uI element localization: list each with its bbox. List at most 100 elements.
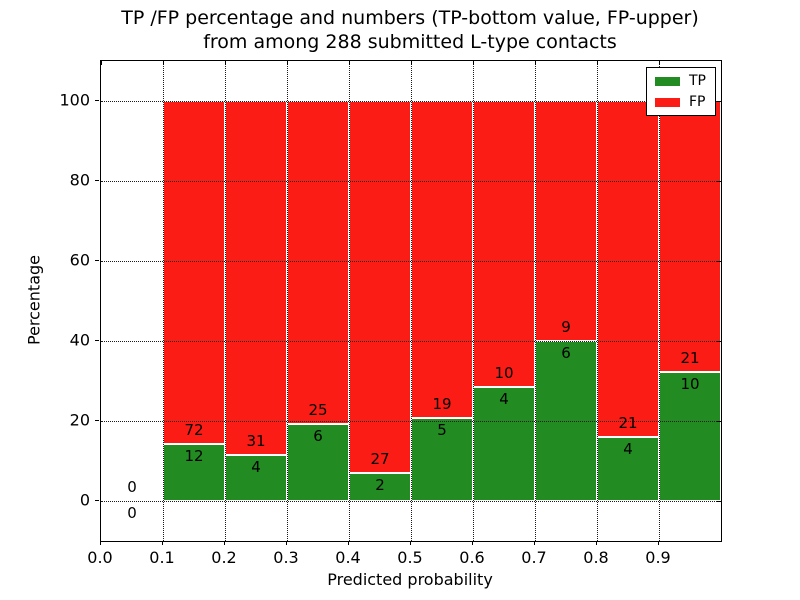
- bars-layer: [101, 61, 721, 541]
- v-gridline: [473, 61, 474, 541]
- x-tick-mark: [348, 541, 349, 545]
- legend-tp-swatch: [655, 76, 680, 86]
- legend-entry-fp: FP: [655, 95, 706, 109]
- x-tick-mark: [472, 541, 473, 545]
- y-tick-mark: [95, 260, 99, 261]
- tp-bar-segment: [473, 386, 535, 501]
- top-tick-mark: [473, 61, 474, 65]
- fp-count-label: 25: [308, 400, 328, 419]
- x-tick-label: 0.6: [459, 548, 485, 567]
- x-tick-mark: [410, 541, 411, 545]
- fp-bar-segment: [473, 101, 535, 387]
- x-tick-label: 0.0: [87, 548, 113, 567]
- legend-entry-tp: TP: [655, 74, 706, 88]
- tp-bar-segment: [659, 371, 721, 501]
- fp-bar-segment: [411, 101, 473, 418]
- y-tick-label: 20: [69, 410, 90, 430]
- grid-layer: [101, 61, 721, 541]
- y-tick-mark: [95, 340, 99, 341]
- x-tick-mark: [162, 541, 163, 545]
- fp-bar-segment: [163, 101, 225, 444]
- top-tick-mark: [411, 61, 412, 65]
- v-gridline: [163, 61, 164, 541]
- top-tick-mark: [225, 61, 226, 65]
- x-tick-mark: [100, 541, 101, 545]
- chart-title: TP /FP percentage and numbers (TP-bottom…: [100, 6, 720, 54]
- tp-count-label: 6: [561, 344, 571, 362]
- top-tick-mark: [659, 61, 660, 65]
- x-tick-label: 0.8: [583, 548, 609, 567]
- x-tick-label: 0.1: [149, 548, 175, 567]
- y-tick-label: 60: [69, 250, 90, 270]
- x-tick-mark: [286, 541, 287, 545]
- tp-count-label: 5: [437, 420, 447, 439]
- v-gridline: [411, 61, 412, 541]
- right-tick-mark: [717, 181, 721, 182]
- legend-tp-label: TP: [689, 73, 706, 89]
- fp-count-label: 21: [680, 348, 700, 367]
- fp-count-label: 27: [370, 450, 390, 469]
- fp-bar-segment: [225, 101, 287, 456]
- y-tick-label: 0: [79, 490, 90, 510]
- fp-bar-segment: [349, 101, 411, 474]
- x-tick-label: 0.3: [273, 548, 299, 567]
- tp-count-label: 10: [680, 374, 700, 393]
- fp-count-label: 21: [618, 414, 638, 432]
- v-gridline: [659, 61, 660, 541]
- top-tick-mark: [535, 61, 536, 65]
- bar-annotations-layer: 0 0 72 12 31 4 25 6 27 2 19 5 10 4 9 6 21 4 21 10: [101, 61, 721, 541]
- v-gridline: [597, 61, 598, 541]
- fp-bar-segment: [287, 101, 349, 424]
- x-axis-label: Predicted probability: [327, 570, 493, 589]
- tp-count-label: 0: [127, 504, 137, 522]
- v-gridline: [349, 61, 350, 541]
- right-tick-mark: [717, 341, 721, 342]
- top-tick-mark: [597, 61, 598, 65]
- top-tick-mark: [287, 61, 288, 65]
- x-tick-label: 0.4: [335, 548, 361, 567]
- top-tick-mark: [349, 61, 350, 65]
- y-tick-label: 40: [69, 330, 90, 350]
- fp-count-label: 10: [494, 363, 514, 382]
- fp-count-label: 72: [184, 420, 204, 439]
- tp-count-label: 12: [184, 446, 204, 465]
- y-tick-mark: [95, 420, 99, 421]
- fp-count-label: 19: [432, 394, 452, 413]
- y-tick-label: 100: [59, 90, 90, 110]
- tp-bar-segment: [163, 443, 225, 501]
- x-tick-label: 0.7: [521, 548, 547, 567]
- right-tick-mark: [717, 101, 721, 102]
- v-gridline: [535, 61, 536, 541]
- fp-count-label: 31: [246, 432, 266, 451]
- legend: TP FP: [646, 67, 716, 116]
- plot-area: 0 0 72 12 31 4 25 6 27 2 19 5 10 4 9 6 21 4 21 10 TP FP: [100, 60, 722, 542]
- x-tick-label: 0.5: [397, 548, 423, 567]
- fp-count-label: 9: [561, 318, 571, 336]
- x-tick-label: 0.2: [211, 548, 237, 567]
- v-gridline: [225, 61, 226, 541]
- legend-fp-swatch: [655, 97, 680, 107]
- fp-count-label: 0: [127, 478, 137, 496]
- top-tick-mark: [101, 61, 102, 65]
- chart-title-line1: TP /FP percentage and numbers (TP-bottom…: [121, 7, 699, 29]
- y-axis-label: Percentage: [24, 254, 44, 346]
- tp-count-label: 4: [623, 440, 633, 458]
- x-tick-label: 0.9: [645, 548, 671, 567]
- right-tick-mark: [717, 501, 721, 502]
- legend-fp-label: FP: [689, 94, 706, 110]
- inner-ticks-layer: [101, 61, 721, 541]
- right-tick-mark: [717, 421, 721, 422]
- right-tick-mark: [717, 261, 721, 262]
- tp-count-label: 2: [375, 476, 385, 495]
- tp-count-label: 4: [499, 389, 509, 408]
- x-tick-mark: [596, 541, 597, 545]
- top-tick-mark: [163, 61, 164, 65]
- tp-count-label: 6: [313, 426, 323, 445]
- x-tick-mark: [534, 541, 535, 545]
- chart-title-line2: from among 288 submitted L-type contacts: [203, 31, 617, 53]
- y-tick-mark: [95, 180, 99, 181]
- y-tick-label: 80: [69, 170, 90, 190]
- y-tick-mark: [95, 500, 99, 501]
- y-tick-mark: [95, 100, 99, 101]
